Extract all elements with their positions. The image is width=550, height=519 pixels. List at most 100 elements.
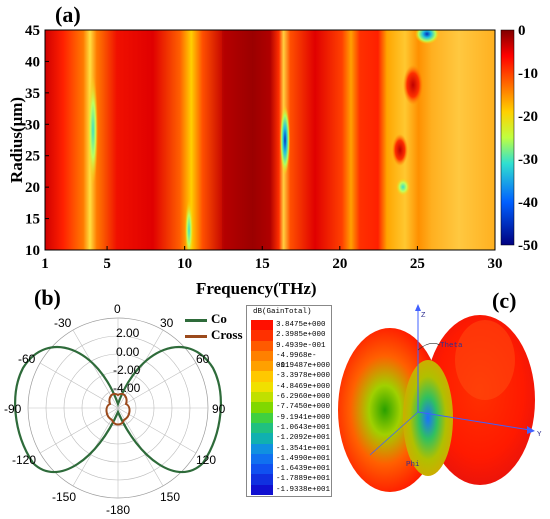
gain-legend-row: -1.9338e+001: [251, 484, 330, 496]
gain-legend-value: -1.4990e+001: [276, 454, 331, 463]
y-axis-ticks: 10 15 20 25 30 35 40 45: [25, 23, 49, 259]
gain-legend-value: -1.0643e+001: [276, 423, 331, 432]
gain-legend-row: 3.8475e+000: [251, 320, 329, 331]
radial-label-1: 0.00: [116, 345, 140, 359]
angle-label-150: 150: [160, 490, 181, 504]
gain-legend-value: -1.9487e+000: [276, 362, 331, 371]
gain-legend-row: -1.3541e+001: [251, 443, 331, 454]
gain-legend-swatch: [251, 443, 273, 454]
gain-legend-row: -1.2092e+001: [251, 433, 331, 444]
hotspot-24thz-upper: [403, 65, 423, 105]
gain-legend-row: 2.3985e+000: [251, 330, 329, 341]
radial-label-2: -2.00: [113, 363, 141, 377]
pattern-waist: [403, 360, 453, 476]
co-pattern-curve: [14, 346, 222, 474]
y-tick-label: 45: [25, 23, 40, 39]
gain-legend-swatch: [251, 350, 273, 362]
streak-10thz: [185, 200, 193, 250]
x-tick-label: 1: [41, 256, 49, 272]
gain-legend-swatch: [251, 433, 273, 444]
gain-legend-value: 2.3985e+000: [276, 331, 326, 340]
y-tick-label: 40: [25, 54, 40, 70]
gain-legend-title: dB(GainTotal): [253, 308, 312, 316]
gain-legend-value: -3.3978e+000: [276, 372, 331, 381]
gain-legend-value: -6.2960e+000: [276, 393, 331, 402]
gain-legend-swatch: [251, 412, 273, 423]
cross-pattern-curve: [105, 392, 131, 426]
gain-legend-value: -1.7889e+001: [276, 475, 331, 484]
gain-legend-swatch: [251, 340, 273, 351]
gain-legend-row: -4.9968e-001: [251, 350, 329, 370]
coldspot-25thz-top: [415, 30, 439, 44]
y-tick-label: 10: [25, 243, 40, 259]
colorbar-tick-label: -50: [518, 238, 538, 254]
gain-legend-value: -9.1941e+000: [276, 413, 331, 422]
gain-legend-swatch: [251, 402, 273, 413]
gain-legend-value: -7.7450e+000: [276, 403, 331, 412]
angle-label-120: 120: [196, 453, 217, 467]
hotspot-24thz-mid: [392, 134, 408, 166]
angle-label-90: 90: [212, 402, 226, 416]
x-tick-label: 25: [410, 256, 425, 272]
gain-legend-row: -7.7450e+000: [251, 402, 331, 413]
gain-legend-swatch: [251, 484, 273, 496]
gain-legend-swatch: [251, 320, 273, 331]
legend-co-swatch: [185, 319, 207, 322]
gain-legend-swatch: [251, 381, 273, 393]
gain-legend-value: -4.8469e+000: [276, 382, 331, 391]
gain-legend-swatch: [251, 474, 273, 485]
colorbar-ticks: 0 -10 -20 -30 -40 -50: [518, 23, 538, 254]
gain-legend-swatch: [251, 453, 273, 465]
polar-legend: Co Cross: [185, 311, 255, 345]
gain-legend-scale: 3.8475e+000 2.3985e+000 9.4939e-001 -4.9968…: [251, 320, 331, 496]
y-axis-title: Radius(μm): [7, 96, 26, 184]
x-tick-label: 15: [255, 256, 270, 272]
angle-label-neg60: -60: [18, 352, 36, 366]
gain-legend-value: -4.9968e-001: [276, 351, 317, 370]
gain-legend-box: dB(GainTotal) 3.8475e+000 2.3985e+000 9.49…: [246, 305, 332, 497]
gain-legend-value: -1.3541e+001: [276, 444, 331, 453]
colorbar-tick-label: -20: [518, 109, 538, 125]
radial-label-3: -4.00: [113, 381, 141, 395]
gain-legend-row: -1.9487e+000: [251, 361, 331, 372]
gain-legend-swatch: [251, 361, 273, 372]
gain-legend-value: 3.8475e+000: [276, 321, 326, 329]
angle-label-neg150: -150: [52, 490, 77, 504]
y-axis-label-3d: Y: [537, 431, 542, 439]
radial-label-0: 2.00: [116, 326, 140, 340]
z-axis-label: Z: [421, 312, 426, 320]
gain-legend-row: -3.3978e+000: [251, 371, 331, 382]
y-tick-label: 20: [25, 180, 40, 196]
angle-label-neg90: -90: [4, 402, 22, 416]
heatmap-field: [45, 30, 495, 250]
gain-legend-row: -1.4990e+001: [251, 453, 331, 465]
legend-cross-swatch: [185, 335, 207, 338]
y-tick-label: 30: [25, 117, 40, 133]
radiation-3d-pattern: [338, 304, 535, 492]
gain-legend-row: -4.8469e+000: [251, 381, 331, 393]
x-axis-ticks: 1 5 10 15 20 25 30: [41, 246, 503, 272]
angle-label-30: 30: [160, 316, 174, 330]
pattern-lobe-highlight: [455, 320, 515, 400]
phi-label: Phi: [406, 461, 420, 469]
gain-legend-value: 9.4939e-001: [276, 341, 326, 350]
colorbar-tick-label: 0: [518, 23, 526, 39]
y-tick-label: 15: [25, 212, 40, 228]
x-tick-label: 10: [177, 256, 192, 272]
panel-label-b: (b): [34, 285, 61, 310]
gain-legend-row: -1.6439e+001: [251, 464, 330, 475]
x-tick-label: 5: [103, 256, 111, 272]
gain-legend-swatch: [251, 371, 273, 382]
gain-legend-swatch: [251, 330, 273, 341]
angle-label-0: 0: [114, 302, 121, 316]
gain-legend-value: -1.2092e+001: [276, 434, 331, 443]
angle-label-neg180: -180: [106, 503, 131, 517]
colorbar: [500, 29, 515, 246]
gain-legend-swatch: [251, 392, 273, 403]
angle-label-60: 60: [196, 352, 210, 366]
colorbar-tick-label: -10: [518, 66, 538, 82]
x-tick-label: 30: [488, 256, 503, 272]
angle-label-neg30: -30: [54, 316, 72, 330]
y-tick-label: 25: [25, 149, 40, 165]
